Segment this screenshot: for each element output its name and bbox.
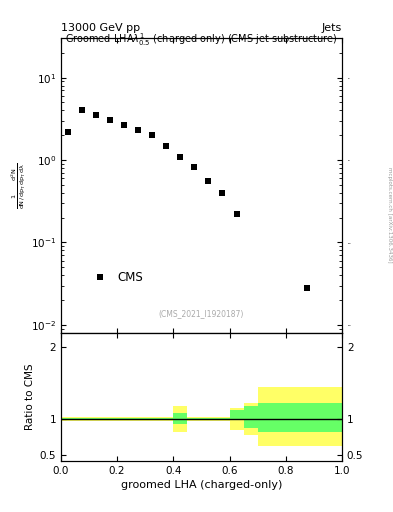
Title: Groomed LHA$\lambda^{1}_{0.5}$ (charged only) (CMS jet substructure): Groomed LHA$\lambda^{1}_{0.5}$ (charged … bbox=[65, 31, 338, 48]
Y-axis label: Ratio to CMS: Ratio to CMS bbox=[26, 364, 35, 430]
Y-axis label: $\mathdefault{\frac{1}{\mathrm{d}N\,/\,\mathrm{d}p_T}\frac{\mathrm{d}^2N}{\mathr: $\mathdefault{\frac{1}{\mathrm{d}N\,/\,\… bbox=[9, 162, 28, 209]
X-axis label: groomed LHA (charged-only): groomed LHA (charged-only) bbox=[121, 480, 282, 490]
Text: CMS: CMS bbox=[117, 270, 143, 284]
Text: (CMS_2021_I1920187): (CMS_2021_I1920187) bbox=[159, 309, 244, 318]
Text: Jets: Jets bbox=[321, 23, 342, 33]
Text: 13000 GeV pp: 13000 GeV pp bbox=[61, 23, 140, 33]
Text: mcplots.cern.ch [arXiv:1306.3436]: mcplots.cern.ch [arXiv:1306.3436] bbox=[387, 167, 392, 263]
